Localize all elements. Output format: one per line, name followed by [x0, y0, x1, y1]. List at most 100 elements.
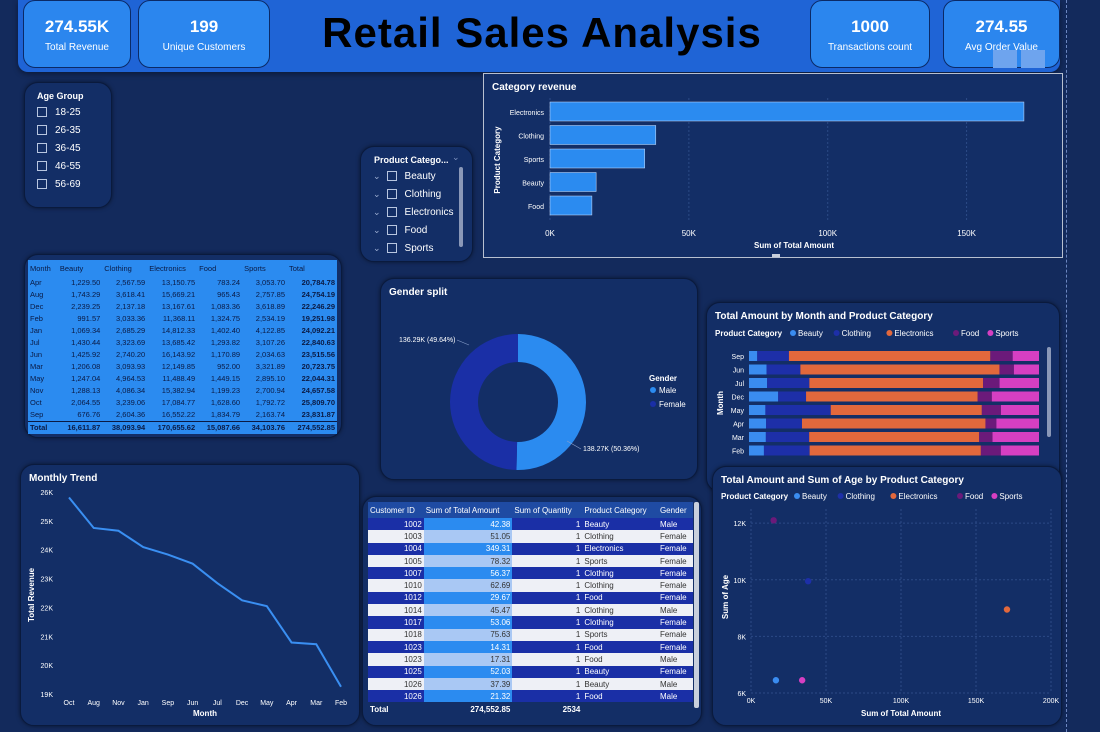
scrollbar[interactable]: [459, 167, 463, 247]
table-row[interactable]: 1023 17.31 1 Food Male: [368, 653, 693, 666]
kpi-card-unique-customers[interactable]: 199 Unique Customers: [138, 0, 270, 68]
stacked-segment[interactable]: [765, 405, 831, 415]
stacked-segment[interactable]: [767, 378, 810, 388]
checkbox[interactable]: [37, 161, 47, 171]
stacked-segment[interactable]: [996, 418, 1039, 429]
table-row[interactable]: 1004 349.31 1 Electronics Female: [368, 542, 693, 555]
table-scrollbar[interactable]: [694, 502, 699, 708]
scatter-point[interactable]: [804, 577, 812, 585]
bar[interactable]: [549, 148, 645, 169]
column-header[interactable]: Customer ID: [368, 502, 424, 518]
kpi-card-total-revenue[interactable]: 274.55K Total Revenue: [23, 0, 131, 68]
legend-label[interactable]: Beauty: [802, 492, 827, 501]
checkbox[interactable]: [386, 189, 397, 199]
legend-label[interactable]: Sports: [995, 329, 1018, 338]
legend-label[interactable]: Sports: [999, 492, 1022, 501]
slicer-item[interactable]: ⌄ Food: [373, 221, 453, 239]
bar[interactable]: [549, 101, 1025, 122]
stacked-segment[interactable]: [778, 391, 807, 402]
stacked-segment[interactable]: [763, 445, 810, 456]
stacked-segment[interactable]: [766, 364, 801, 375]
chevron-down-icon[interactable]: ⌄: [373, 206, 381, 217]
stacked-segment[interactable]: [749, 364, 767, 375]
stacked-segment[interactable]: [801, 418, 986, 429]
bar[interactable]: [549, 195, 593, 216]
stacked-segment[interactable]: [806, 391, 978, 402]
checkbox[interactable]: [386, 207, 397, 217]
kpi-card-transactions[interactable]: 1000 Transactions count: [810, 0, 930, 68]
resize-handle[interactable]: [772, 254, 780, 257]
slicer-item[interactable]: ⌄ Clothing: [373, 185, 453, 203]
legend-label[interactable]: Electronics: [894, 329, 933, 338]
legend-marker[interactable]: [650, 387, 656, 393]
legend-label[interactable]: Clothing: [846, 492, 875, 501]
table-row[interactable]: 1026 37.39 1 Beauty Male: [368, 677, 693, 691]
slicer-item[interactable]: 36-45: [37, 139, 81, 157]
scatter-point[interactable]: [1003, 606, 1011, 613]
legend-label[interactable]: Male: [659, 386, 677, 395]
legend-marker[interactable]: [890, 493, 897, 499]
legend-marker[interactable]: [837, 493, 844, 499]
stacked-segment[interactable]: [765, 432, 810, 442]
checkbox[interactable]: [386, 243, 397, 253]
column-header[interactable]: Sports: [244, 263, 266, 273]
column-header[interactable]: Sum of Quantity: [512, 502, 583, 518]
slicer-item[interactable]: 46-55: [37, 157, 81, 175]
checkbox[interactable]: [386, 225, 397, 235]
slicer-item[interactable]: ⌄ Beauty: [373, 167, 453, 185]
stacked-segment[interactable]: [983, 378, 1000, 388]
legend-label[interactable]: Female: [659, 400, 686, 409]
stacked-segment[interactable]: [830, 405, 982, 415]
slicer-item[interactable]: 18-25: [37, 103, 81, 121]
legend-marker[interactable]: [987, 330, 994, 336]
stacked-segment[interactable]: [800, 364, 1000, 375]
checkbox[interactable]: [37, 107, 47, 117]
stacked-segment[interactable]: [980, 445, 1001, 456]
legend-marker[interactable]: [794, 493, 800, 499]
column-header[interactable]: Sum of Total Amount: [423, 502, 513, 518]
stacked-segment[interactable]: [1000, 445, 1039, 456]
checkbox[interactable]: [37, 125, 47, 135]
focus-mode-icon[interactable]: [993, 50, 1047, 68]
stacked-segment[interactable]: [757, 351, 789, 361]
table-row[interactable]: 1025 52.03 1 Beauty Female: [368, 665, 693, 678]
legend-marker[interactable]: [953, 330, 959, 336]
checkbox[interactable]: [37, 143, 47, 153]
legend-marker[interactable]: [790, 330, 796, 336]
stacked-segment[interactable]: [809, 432, 980, 442]
column-header[interactable]: Electronics: [149, 263, 186, 273]
stacked-segment[interactable]: [979, 432, 993, 442]
legend-marker[interactable]: [650, 401, 656, 407]
scrollbar[interactable]: [1047, 347, 1051, 437]
legend-label[interactable]: Clothing: [842, 329, 871, 338]
stacked-segment[interactable]: [749, 405, 766, 415]
stacked-segment[interactable]: [977, 391, 992, 402]
stacked-segment[interactable]: [749, 432, 766, 442]
column-header[interactable]: Clothing: [104, 263, 132, 273]
column-header[interactable]: Beauty: [59, 263, 84, 273]
scatter-point[interactable]: [770, 517, 777, 524]
slicer-item[interactable]: ⌄ Electronics: [373, 203, 453, 221]
table-row[interactable]: 1023 14.31 1 Food Female: [368, 640, 693, 654]
legend-marker[interactable]: [833, 330, 840, 336]
stacked-segment[interactable]: [749, 351, 758, 361]
chevron-down-icon[interactable]: ⌄: [452, 152, 460, 162]
stacked-segment[interactable]: [749, 391, 779, 402]
stacked-segment[interactable]: [749, 378, 768, 388]
scatter-point[interactable]: [798, 677, 806, 684]
legend-marker[interactable]: [991, 493, 998, 499]
table-row[interactable]: 1014 45.47 1 Clothing Male: [368, 604, 693, 617]
column-header[interactable]: Gender: [657, 502, 693, 518]
legend-label[interactable]: Electronics: [898, 492, 937, 501]
table-row[interactable]: 1010 62.69 1 Clothing Female: [368, 579, 693, 592]
bar[interactable]: [549, 125, 657, 145]
stacked-segment[interactable]: [985, 418, 997, 429]
stacked-segment[interactable]: [981, 405, 1001, 415]
bar[interactable]: [549, 172, 597, 192]
column-header[interactable]: Month: [30, 263, 51, 273]
stacked-segment[interactable]: [992, 432, 1039, 442]
donut-slice-male[interactable]: [450, 334, 518, 470]
legend-marker[interactable]: [957, 493, 963, 499]
column-header[interactable]: Food: [199, 263, 217, 273]
legend-label[interactable]: Food: [965, 492, 983, 501]
